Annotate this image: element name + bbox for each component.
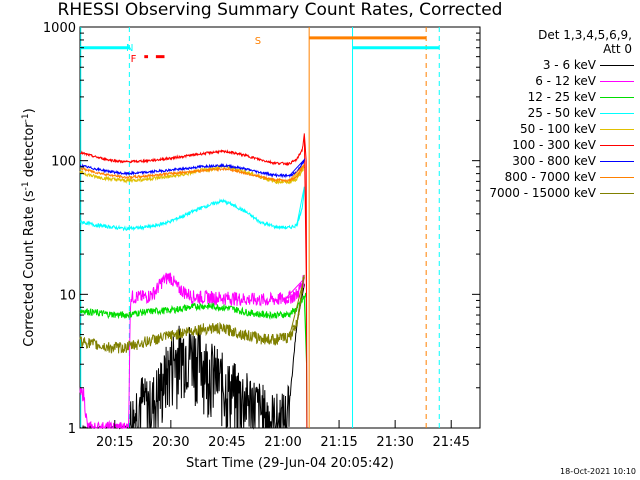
series-line-8	[79, 274, 305, 354]
x-tick-label: 21:00	[264, 435, 301, 450]
legend-entry-label: 6 - 12 keV	[535, 74, 596, 88]
series-line-5	[79, 133, 308, 429]
legend-swatch	[600, 113, 634, 114]
legend-header-detectors: Det 1,3,4,5,6,9,	[538, 28, 632, 42]
legend-entry: 7000 - 15000 keV	[480, 186, 640, 200]
legend-swatch	[600, 81, 634, 82]
legend-entry-label: 100 - 300 keV	[512, 138, 596, 152]
x-axis-label: Start Time (29-Jun-04 20:05:42)	[186, 456, 394, 471]
legend-entry-label: 800 - 7000 keV	[504, 170, 596, 184]
x-tick-label: 20:30	[152, 435, 189, 450]
series-line-2	[79, 292, 308, 429]
series-line-3	[79, 186, 305, 232]
legend-entry: 25 - 50 keV	[480, 106, 640, 120]
series-line-7	[79, 164, 305, 183]
legend-swatch	[600, 97, 634, 98]
y-tick-label: 100	[51, 155, 76, 170]
legend-header-attenuator: Att 0	[603, 42, 632, 56]
legend-swatch	[600, 193, 634, 194]
footer-timestamp: 18-Oct-2021 10:10	[560, 467, 636, 476]
flag-marker-n: N	[126, 43, 133, 54]
legend-entry: 100 - 300 keV	[480, 138, 640, 152]
legend-swatch	[600, 129, 634, 130]
legend-entry: 6 - 12 keV	[480, 74, 640, 88]
x-tick-label: 21:30	[376, 435, 413, 450]
legend-swatch	[600, 177, 634, 178]
legend-entry: 50 - 100 keV	[480, 122, 640, 136]
y-tick-label: 1	[68, 422, 76, 437]
legend-entry: 3 - 6 keV	[480, 58, 640, 72]
x-tick-label: 20:45	[208, 435, 245, 450]
legend-swatch	[600, 161, 634, 162]
x-tick-label: 21:15	[320, 435, 357, 450]
x-tick-label: 21:45	[432, 435, 469, 450]
legend-entry-label: 3 - 6 keV	[542, 58, 596, 72]
y-axis-label: Corrected Count Rate (s-1 detector-1)	[21, 108, 37, 346]
legend-entry-label: 25 - 50 keV	[527, 106, 596, 120]
legend-entry-label: 50 - 100 keV	[519, 122, 596, 136]
x-tick-label: 20:15	[96, 435, 133, 450]
flag-marker-s: S	[255, 36, 261, 47]
legend-swatch	[600, 65, 634, 66]
legend-entry: 800 - 7000 keV	[480, 170, 640, 184]
legend-swatch	[600, 145, 634, 146]
legend-entry: 12 - 25 keV	[480, 90, 640, 104]
legend-entry: 300 - 800 keV	[480, 154, 640, 168]
series-line-6	[79, 157, 306, 179]
chart-title: RHESSI Observing Summary Count Rates, Co…	[57, 0, 503, 20]
y-tick-label: 10	[59, 288, 76, 303]
legend-entry-label: 7000 - 15000 keV	[489, 186, 596, 200]
flag-marker-f: F	[131, 54, 137, 65]
legend-entry-label: 300 - 800 keV	[512, 154, 596, 168]
y-tick-label: 1000	[43, 21, 76, 36]
legend-entry-label: 12 - 25 keV	[527, 90, 596, 104]
